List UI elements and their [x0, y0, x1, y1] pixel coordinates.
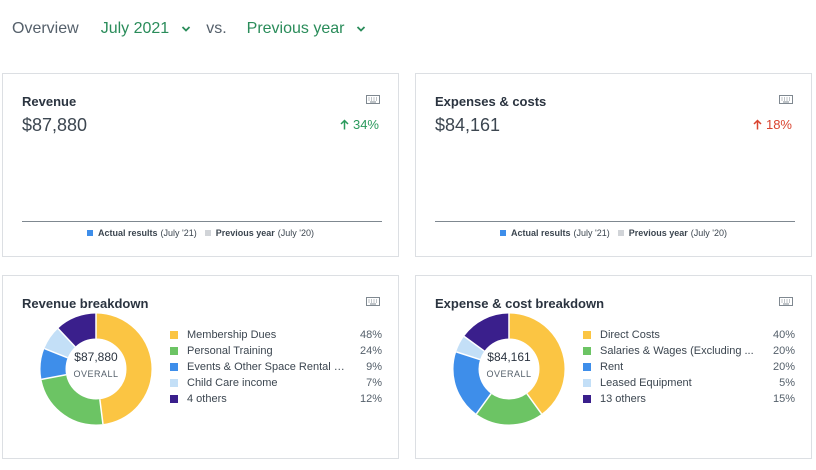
color-swatch: [170, 363, 178, 371]
legend-swatch: [204, 230, 211, 236]
overview-label: Overview: [12, 20, 79, 37]
overview-header: Overview July 2021 vs. Previous year: [12, 18, 366, 40]
list-item: 13 others 15%: [583, 391, 795, 407]
donut-separator: [99, 399, 104, 425]
breakdown-list: Direct Costs 40% Salaries & Wages (Exclud…: [583, 327, 795, 407]
expenses-change: 18%: [753, 117, 792, 132]
revenue-change: 34%: [340, 117, 379, 132]
keyboard-icon[interactable]: [366, 95, 380, 104]
period-dropdown[interactable]: July 2021: [101, 20, 192, 38]
expenses-bar-chart: [435, 150, 795, 222]
color-swatch: [170, 379, 178, 387]
list-item: Personal Training 24%: [170, 343, 382, 359]
chart-legend: Actual results (July '21) Previous year (J…: [416, 228, 811, 238]
comparison-value: Previous year: [246, 20, 345, 37]
legend-swatch: [86, 230, 93, 236]
color-swatch: [170, 395, 178, 403]
card-title: Expense & cost breakdown: [435, 296, 605, 311]
x-axis: [22, 221, 382, 222]
expenses-card[interactable]: Expenses & costs $84,161 18% Actual resu…: [415, 73, 812, 257]
expense-breakdown-card[interactable]: Expense & cost breakdown $84,161 OVERALL…: [415, 275, 812, 459]
list-item: Direct Costs 40%: [583, 327, 795, 343]
list-item: Events & Other Space Rental i... 9%: [170, 359, 382, 375]
color-swatch: [583, 379, 591, 387]
donut-slice-2: [40, 313, 152, 425]
donut-slice-1: [453, 313, 565, 425]
legend-previous: Previous year (July '20): [204, 228, 314, 238]
donut-slice-2: [453, 313, 565, 425]
donut-center-amount: $87,880: [74, 350, 118, 364]
revenue-breakdown-card[interactable]: Revenue breakdown $87,880 OVERALL Member…: [2, 275, 399, 459]
legend-previous: Previous year (July '20): [617, 228, 727, 238]
card-title: Expenses & costs: [435, 94, 547, 109]
change-value: 34%: [352, 117, 379, 132]
chart-legend: Actual results (July '21) Previous year (J…: [3, 228, 398, 238]
expense-donut-chart: [453, 313, 565, 425]
list-item: Leased Equipment 5%: [583, 375, 795, 391]
donut-separator: [463, 335, 485, 352]
vs-label: vs.: [206, 20, 227, 37]
donut-separator: [455, 351, 481, 361]
keyboard-icon[interactable]: [366, 297, 380, 306]
color-swatch: [583, 347, 591, 355]
color-swatch: [170, 347, 178, 355]
arrow-up-icon: [753, 119, 762, 130]
list-item: Salaries & Wages (Excluding ... 20%: [583, 343, 795, 359]
donut-slice-1: [40, 313, 152, 425]
chevron-down-icon: [357, 26, 366, 32]
color-swatch: [583, 395, 591, 403]
list-item: Child Care income 7%: [170, 375, 382, 391]
color-swatch: [583, 363, 591, 371]
expenses-amount: $84,161: [435, 115, 501, 135]
comparison-dropdown[interactable]: Previous year: [247, 20, 367, 38]
donut-separator: [57, 328, 76, 348]
arrow-up-icon: [340, 119, 349, 130]
list-item: Rent 20%: [583, 359, 795, 375]
donut-separator: [475, 393, 492, 415]
card-title: Revenue: [22, 94, 77, 109]
legend-swatch: [617, 230, 624, 236]
donut-separator: [41, 373, 67, 381]
legend-actual: Actual results (July '21): [499, 228, 610, 238]
donut-center-label: OVERALL: [486, 369, 532, 379]
list-item: 4 others 12%: [170, 391, 382, 407]
donut-center-amount: $84,161: [487, 350, 531, 364]
donut-separator: [526, 393, 543, 415]
donut-separator: [44, 347, 68, 359]
list-item: Membership Dues 48%: [170, 327, 382, 343]
revenue-bar-chart: [22, 150, 382, 222]
breakdown-list: Membership Dues 48% Personal Training 24% …: [170, 327, 382, 407]
chevron-down-icon: [182, 26, 191, 32]
color-swatch: [170, 331, 178, 339]
keyboard-icon[interactable]: [779, 95, 793, 104]
period-value: July 2021: [100, 20, 170, 37]
donut-center-label: OVERALL: [73, 369, 119, 379]
keyboard-icon[interactable]: [779, 297, 793, 306]
revenue-donut-chart: [40, 313, 152, 425]
card-title: Revenue breakdown: [22, 296, 149, 311]
legend-actual: Actual results (July '21): [86, 228, 197, 238]
x-axis: [435, 221, 795, 222]
revenue-amount: $87,880: [22, 115, 88, 135]
legend-swatch: [499, 230, 506, 236]
color-swatch: [583, 331, 591, 339]
revenue-card[interactable]: Revenue $87,880 34% Actual results (July …: [2, 73, 399, 257]
change-value: 18%: [765, 117, 792, 132]
